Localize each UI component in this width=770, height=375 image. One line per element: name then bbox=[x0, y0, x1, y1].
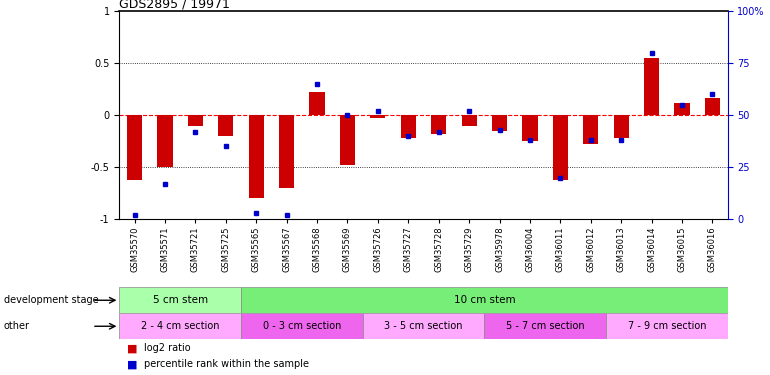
Bar bbox=[218, 115, 233, 136]
Bar bbox=[370, 115, 386, 118]
Text: 3 - 5 cm section: 3 - 5 cm section bbox=[384, 321, 463, 331]
Bar bbox=[522, 115, 537, 141]
Text: ■: ■ bbox=[127, 359, 138, 369]
Bar bbox=[310, 92, 325, 115]
Text: GDS2895 / 19971: GDS2895 / 19971 bbox=[119, 0, 230, 10]
Text: development stage: development stage bbox=[4, 295, 99, 305]
Bar bbox=[119, 287, 241, 313]
Bar bbox=[644, 58, 659, 115]
Bar bbox=[431, 115, 447, 134]
Bar bbox=[241, 313, 363, 339]
Bar bbox=[127, 115, 142, 180]
Bar bbox=[484, 313, 606, 339]
Bar bbox=[241, 287, 728, 313]
Bar bbox=[157, 115, 172, 167]
Bar bbox=[279, 115, 294, 188]
Bar bbox=[583, 115, 598, 144]
Bar bbox=[461, 115, 477, 126]
Bar bbox=[492, 115, 507, 131]
Text: 5 cm stem: 5 cm stem bbox=[152, 295, 208, 305]
Bar bbox=[705, 98, 720, 115]
Text: 10 cm stem: 10 cm stem bbox=[454, 295, 515, 305]
Text: percentile rank within the sample: percentile rank within the sample bbox=[144, 359, 309, 369]
Text: other: other bbox=[4, 321, 30, 331]
Bar bbox=[553, 115, 568, 180]
Text: 7 - 9 cm section: 7 - 9 cm section bbox=[628, 321, 706, 331]
Bar bbox=[188, 115, 203, 126]
Bar bbox=[606, 313, 728, 339]
Bar bbox=[675, 103, 690, 115]
Text: ■: ■ bbox=[127, 343, 138, 353]
Bar bbox=[119, 313, 241, 339]
Bar bbox=[400, 115, 416, 138]
Bar bbox=[340, 115, 355, 165]
Text: 0 - 3 cm section: 0 - 3 cm section bbox=[263, 321, 341, 331]
Text: 2 - 4 cm section: 2 - 4 cm section bbox=[141, 321, 219, 331]
Text: log2 ratio: log2 ratio bbox=[144, 343, 191, 353]
Bar bbox=[249, 115, 264, 198]
Bar bbox=[363, 313, 484, 339]
Text: 5 - 7 cm section: 5 - 7 cm section bbox=[506, 321, 584, 331]
Bar bbox=[614, 115, 629, 138]
